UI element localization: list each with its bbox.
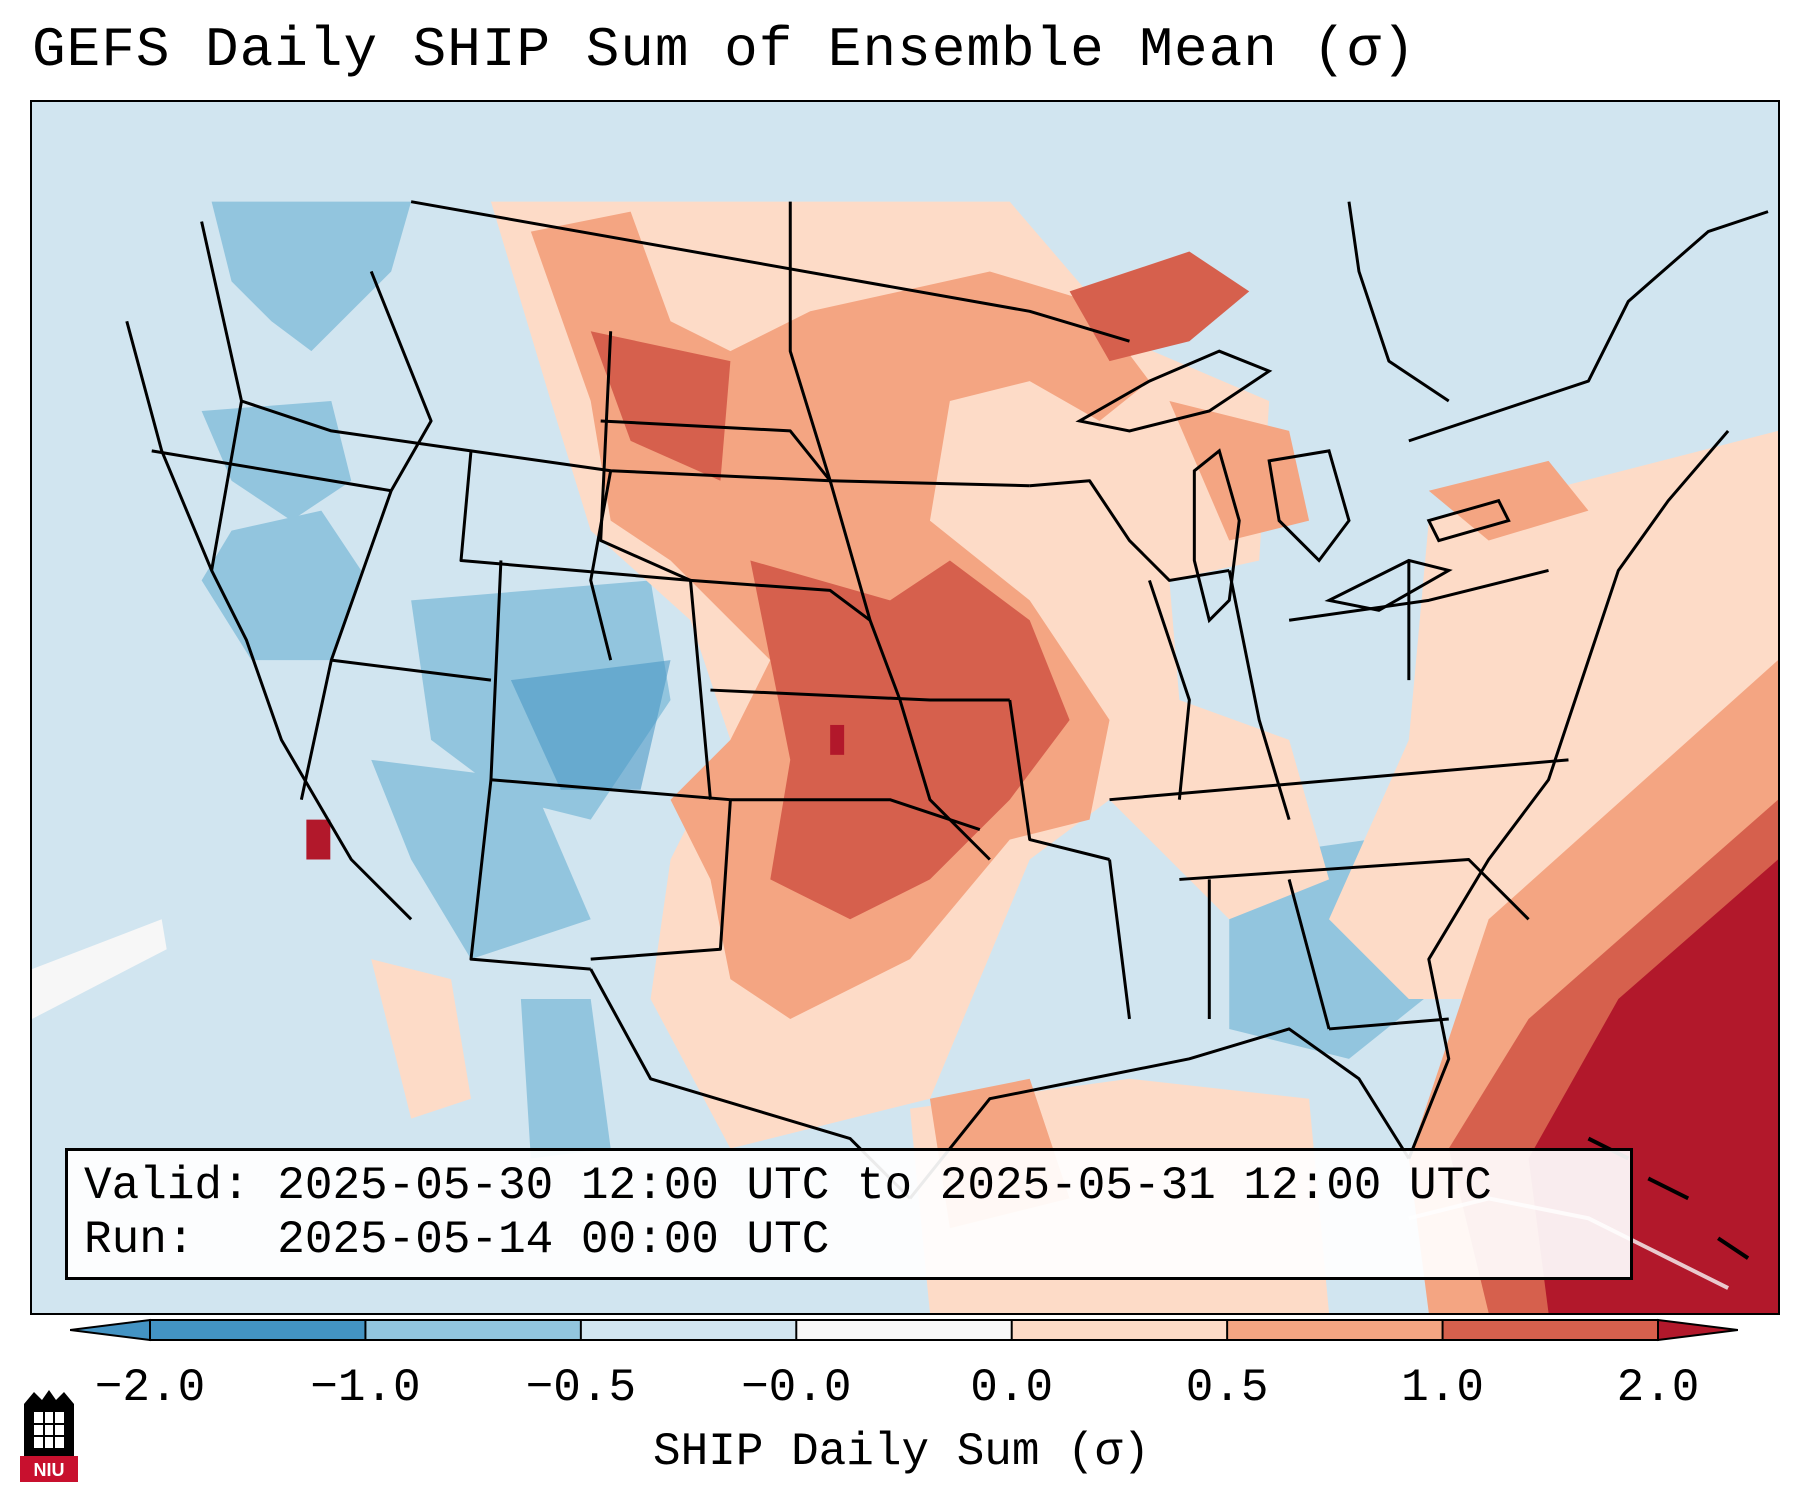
- validity-info-box: Valid: 2025-05-30 12:00 UTC to 2025-05-3…: [65, 1148, 1633, 1280]
- colorbar-segment: [796, 1320, 1013, 1340]
- region-blue-northwest: [211, 201, 412, 352]
- border-tennessee: [1109, 758, 1569, 802]
- colorbar-label: SHIP Daily Sum (σ): [653, 1426, 1150, 1478]
- colorbar-tick-label: −0.5: [525, 1362, 637, 1414]
- border-utah-south: [331, 658, 492, 682]
- border-oregon-south: [151, 449, 392, 493]
- border-oregon-nevada: [210, 400, 243, 571]
- border-arkansas: [1008, 699, 1110, 861]
- colorbar-tick-label: −1.0: [310, 1362, 421, 1414]
- border-pacific-coast: [125, 320, 413, 921]
- border-wyoming-east: [589, 470, 613, 661]
- border-atlantic-coast: [1407, 429, 1730, 1160]
- border-georgia-north: [1179, 858, 1530, 921]
- map-frame: [30, 100, 1780, 1315]
- map-canvas: [32, 102, 1778, 1313]
- logo-text: NIU: [34, 1460, 65, 1480]
- border-newmexico-east: [590, 799, 732, 961]
- valid-time-line: Valid: 2025-05-30 12:00 UTC to 2025-05-3…: [84, 1160, 1492, 1212]
- border-ohio-penn: [1288, 569, 1549, 622]
- border-idaho: [369, 270, 433, 492]
- border-canada-east: [1408, 210, 1769, 443]
- colorbar-extend-high: [1657, 1318, 1738, 1342]
- region-red-montana: [590, 331, 731, 481]
- logo-window-icon: [34, 1412, 64, 1448]
- lake-michigan: [1192, 448, 1241, 624]
- lake-superior: [1075, 349, 1273, 433]
- colorbar-extend-low: [70, 1318, 151, 1342]
- region-blue-mexico: [520, 999, 611, 1159]
- lake-erie: [1324, 558, 1453, 612]
- colorbar-segment: [1227, 1320, 1444, 1340]
- run-time-line: Run: 2025-05-14 00:00 UTC: [84, 1214, 830, 1266]
- colorbar-segment: [1442, 1320, 1659, 1340]
- border-gulf-coast: [908, 1027, 1411, 1200]
- colorbar-tick-label: 0.5: [1185, 1362, 1269, 1414]
- border-nebraska: [690, 578, 871, 622]
- state-borders: [125, 200, 1769, 1200]
- region-red-great-lakes: [1069, 251, 1250, 362]
- border-kansas-south: [710, 688, 1010, 702]
- colorbar-tick-label: −0.0: [741, 1362, 852, 1414]
- colorbar-tick-label: 2.0: [1616, 1362, 1700, 1414]
- colorbar-segment: [1011, 1320, 1228, 1340]
- region-neutral-pacific: [32, 919, 167, 1019]
- colorbar-segment: [150, 1320, 366, 1340]
- region-red-kansas-oklahoma: [750, 560, 1070, 920]
- border-wisconsin: [1029, 479, 1230, 582]
- niu-logo: NIU: [20, 1390, 78, 1482]
- border-northdakota-south: [600, 419, 832, 482]
- logo-badge: [20, 1456, 78, 1482]
- region-lightred-eastcoast: [1329, 430, 1778, 1000]
- colorbar-tick-label: 1.0: [1401, 1362, 1484, 1414]
- region-darkblue-colorado: [510, 660, 671, 790]
- border-minnesota-missouri: [788, 201, 991, 861]
- lake-ontario: [1426, 498, 1511, 543]
- border-quebec: [1347, 201, 1450, 403]
- colorbar-segment: [580, 1320, 797, 1340]
- region-medred-newengland: [1428, 460, 1589, 541]
- great-lakes: [1075, 349, 1511, 624]
- border-mississippi: [1108, 859, 1131, 1020]
- colorbar-tick-label: 0.0: [970, 1362, 1054, 1414]
- region-lightred-baja: [371, 959, 471, 1119]
- border-dakotas-west: [599, 331, 712, 800]
- border-canada: [410, 200, 1130, 343]
- chart-title: GEFS Daily SHIP Sum of Ensemble Mean (σ): [32, 18, 1417, 82]
- border-newmexico-west: [469, 779, 591, 971]
- colorbar: [70, 1318, 1738, 1342]
- region-blue-idaho: [201, 401, 352, 521]
- border-georgia-west: [1287, 879, 1331, 1030]
- border-florida-north: [1328, 1017, 1449, 1031]
- region-darkred-sandiego: [306, 819, 331, 860]
- colorbar-segment: [365, 1320, 582, 1340]
- lake-huron: [1267, 449, 1351, 563]
- border-wyoming: [459, 450, 691, 582]
- region-medred-michigan: [1169, 401, 1310, 541]
- border-illinois: [1148, 579, 1191, 800]
- region-darkred-oklahoma: [830, 724, 845, 755]
- colorbar-tick-label: −2.0: [94, 1362, 206, 1414]
- colorbar-frame: [149, 1319, 1659, 1341]
- region-blue-nevada: [201, 510, 362, 661]
- logo-window-grid-icon: [34, 1412, 64, 1448]
- colorbar-segments: [70, 1318, 1738, 1342]
